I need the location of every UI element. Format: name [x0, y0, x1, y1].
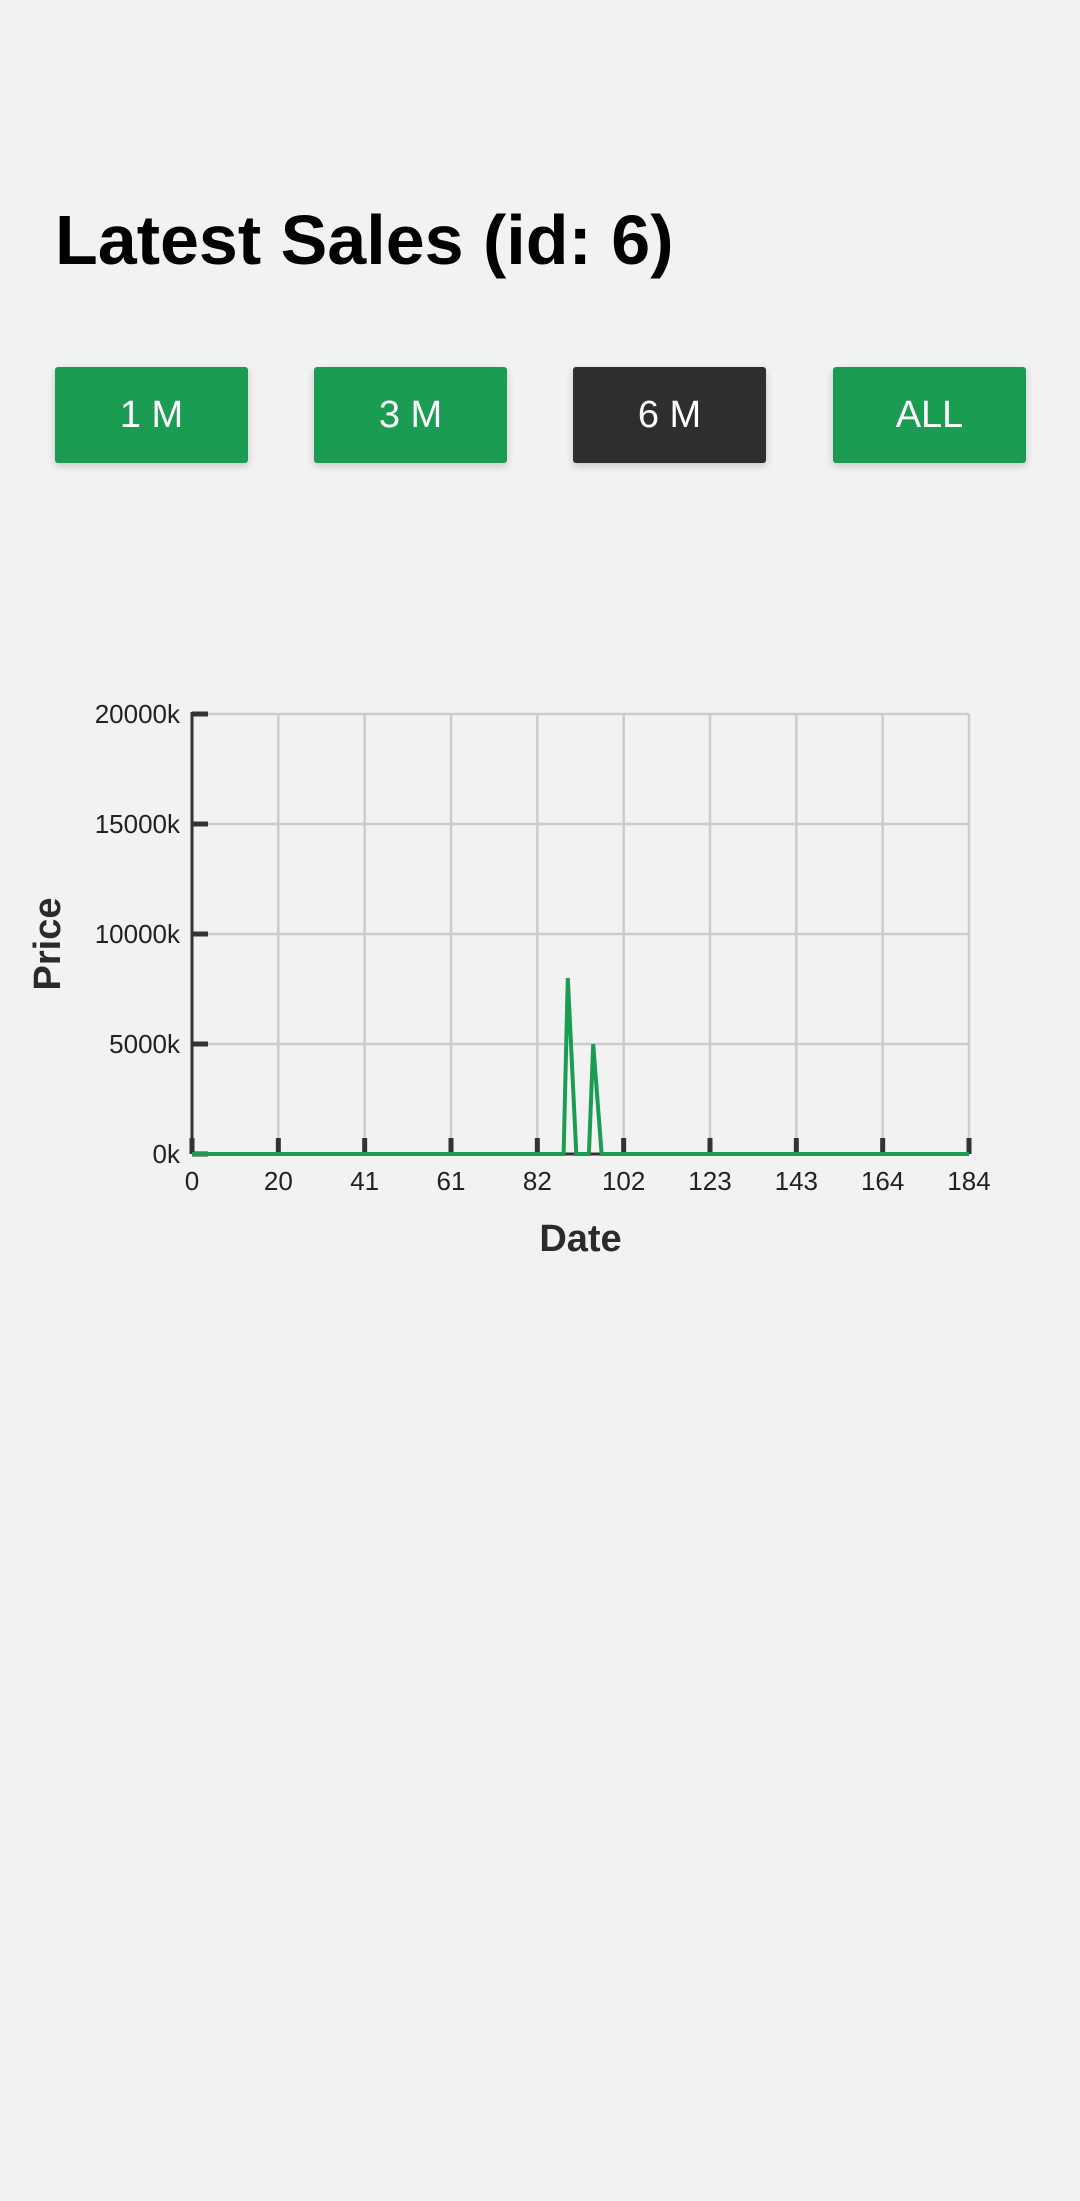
x-tick-label: 184 — [947, 1166, 990, 1196]
range-1m-button[interactable]: 1 M — [55, 367, 248, 463]
x-tick-label: 82 — [523, 1166, 552, 1196]
range-all-button[interactable]: ALL — [833, 367, 1026, 463]
chart-grid — [192, 714, 969, 1154]
x-tick-label: 143 — [775, 1166, 818, 1196]
page-title: Latest Sales (id: 6) — [55, 200, 674, 280]
y-tick-label: 5000k — [109, 1029, 181, 1059]
sales-series-line — [192, 978, 969, 1154]
time-range-selector: 1 M 3 M 6 M ALL — [55, 367, 1025, 463]
sales-chart-svg: 0k 5000k 10000k 15000k 20000k 0 20 41 61 82 102 123… — [0, 680, 1080, 1280]
x-tick-label: 20 — [264, 1166, 293, 1196]
x-tick-label: 123 — [688, 1166, 731, 1196]
x-tick-label: 41 — [350, 1166, 379, 1196]
chart-series — [192, 978, 969, 1154]
y-tick-label: 20000k — [95, 699, 181, 729]
chart-labels: 0k 5000k 10000k 15000k 20000k 0 20 41 61 82 102 123… — [95, 699, 991, 1196]
y-tick-label: 15000k — [95, 809, 181, 839]
y-tick-label: 0k — [153, 1139, 181, 1169]
y-axis-title: Price — [27, 898, 69, 991]
sales-chart: 0k 5000k 10000k 15000k 20000k 0 20 41 61 82 102 123… — [0, 680, 1080, 1280]
y-tick-label: 10000k — [95, 919, 181, 949]
x-tick-label: 0 — [185, 1166, 199, 1196]
x-axis-title: Date — [539, 1218, 621, 1260]
range-6m-button[interactable]: 6 M — [573, 367, 766, 463]
range-3m-button[interactable]: 3 M — [314, 367, 507, 463]
x-tick-label: 102 — [602, 1166, 645, 1196]
x-tick-label: 164 — [861, 1166, 904, 1196]
x-tick-label: 61 — [437, 1166, 466, 1196]
